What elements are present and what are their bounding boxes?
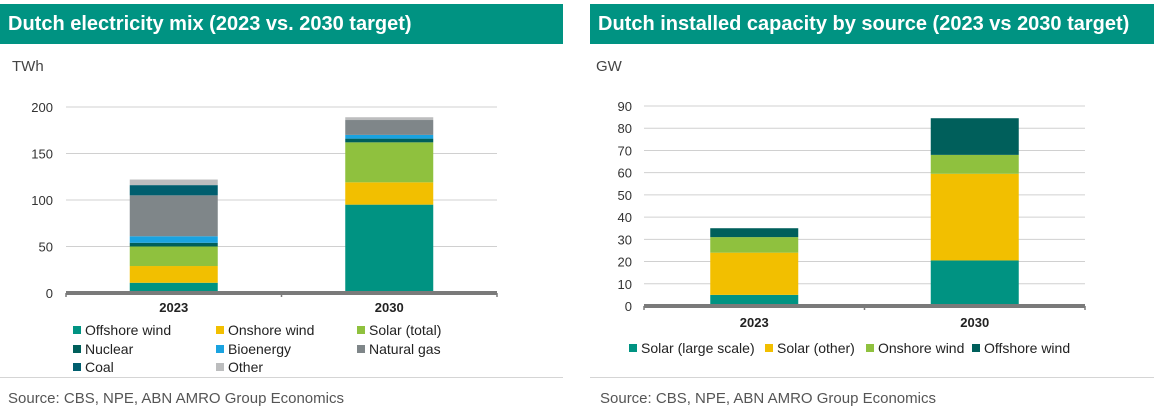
x-tick-label: 2023 xyxy=(740,315,769,330)
y-tick-label: 200 xyxy=(31,100,53,115)
bar-segment xyxy=(129,266,218,283)
bar-segment xyxy=(129,195,218,237)
legend-swatch xyxy=(357,326,365,334)
legend-label: Natural gas xyxy=(369,341,441,357)
y-tick-label: 40 xyxy=(618,210,632,225)
y-tick-label: 50 xyxy=(39,240,53,255)
bar-segment xyxy=(345,142,434,183)
legend-swatch xyxy=(73,363,81,371)
bar-segment xyxy=(345,117,434,121)
legend-label: Nuclear xyxy=(85,341,134,357)
bar-segment xyxy=(710,237,799,253)
bar-segment xyxy=(345,204,434,293)
bar-segment xyxy=(930,154,1019,174)
legend-item: Other xyxy=(216,359,263,375)
bar-segment xyxy=(710,228,799,238)
source-note: Source: CBS, NPE, ABN AMRO Group Economi… xyxy=(600,390,936,407)
legend-label: Other xyxy=(228,359,264,375)
legend-label: Solar (total) xyxy=(369,322,442,338)
bar-segment xyxy=(129,282,218,293)
legend-label: Solar (other) xyxy=(777,340,855,356)
y-axis-unit: TWh xyxy=(12,58,44,75)
y-tick-label: 90 xyxy=(618,99,632,114)
bar-segment xyxy=(129,242,218,247)
y-tick-label: 60 xyxy=(618,166,632,181)
electricity-mix-chart: 0 50 100 150 200 2023 2030 xyxy=(31,100,498,315)
legend-swatch xyxy=(972,344,980,352)
legend-swatch xyxy=(73,326,81,334)
bar-segment xyxy=(930,118,1019,155)
legend-swatch xyxy=(866,344,874,352)
legend-item: Nuclear xyxy=(73,341,133,357)
legend-swatch xyxy=(216,345,224,353)
legend-label: Offshore wind xyxy=(984,340,1071,356)
legend-item: Onshore wind xyxy=(866,340,964,356)
bar-segment xyxy=(129,179,218,186)
legend-item: Coal xyxy=(73,359,114,375)
legend-label: Offshore wind xyxy=(85,322,172,338)
bar-segment xyxy=(710,252,799,295)
y-tick-label: 0 xyxy=(46,286,53,301)
legend-label: Onshore wind xyxy=(878,340,965,356)
electricity-mix-panel: Dutch electricity mix (2023 vs. 2030 tar… xyxy=(0,0,566,411)
y-tick-label: 70 xyxy=(618,143,632,158)
divider xyxy=(590,377,1154,378)
legend-item: Bioenergy xyxy=(216,341,291,357)
y-tick-label: 80 xyxy=(618,121,632,136)
legend-label: Coal xyxy=(85,359,114,375)
legend-item: Offshore wind xyxy=(73,322,171,338)
legend-item: Solar (total) xyxy=(357,322,441,338)
y-tick-label: 10 xyxy=(618,277,632,292)
y-tick-label: 100 xyxy=(31,193,53,208)
x-tick-label: 2023 xyxy=(159,300,188,315)
legend-swatch xyxy=(629,344,637,352)
y-tick-label: 30 xyxy=(618,232,632,247)
legend-item: Solar (other) xyxy=(765,340,855,356)
bar-segment xyxy=(129,185,218,196)
legend-swatch xyxy=(73,345,81,353)
legend-swatch xyxy=(216,326,224,334)
y-axis-unit: GW xyxy=(596,58,622,75)
legend-item: Offshore wind xyxy=(972,340,1070,356)
y-tick-label: 50 xyxy=(618,188,632,203)
bar-segment xyxy=(129,246,218,267)
legend-swatch xyxy=(357,345,365,353)
chart-title: Dutch installed capacity by source (2023… xyxy=(590,4,1154,44)
legend-swatch xyxy=(765,344,773,352)
divider xyxy=(0,377,563,378)
legend-item: Solar (large scale) xyxy=(629,340,755,356)
legend-label: Onshore wind xyxy=(228,322,315,338)
x-tick-label: 2030 xyxy=(375,300,404,315)
installed-capacity-panel: Dutch installed capacity by source (2023… xyxy=(590,0,1156,411)
y-tick-label: 0 xyxy=(625,299,632,314)
bar-segment xyxy=(345,182,434,205)
x-tick-label: 2030 xyxy=(960,315,989,330)
bar-segment xyxy=(930,260,1019,306)
legend-label: Solar (large scale) xyxy=(641,340,755,356)
legend-item: Onshore wind xyxy=(216,322,314,338)
bar-segment xyxy=(345,138,434,143)
bar-segment xyxy=(930,173,1019,261)
bar-segment xyxy=(345,120,434,135)
bar-segment xyxy=(710,294,799,306)
y-tick-label: 150 xyxy=(31,147,53,162)
bar-segment xyxy=(129,236,218,243)
bar-segment xyxy=(345,134,434,139)
chart-title: Dutch electricity mix (2023 vs. 2030 tar… xyxy=(0,4,563,44)
legend-item: Natural gas xyxy=(357,341,441,357)
source-note: Source: CBS, NPE, ABN AMRO Group Economi… xyxy=(8,390,344,407)
y-tick-label: 20 xyxy=(618,255,632,270)
legend-label: Bioenergy xyxy=(228,341,292,357)
legend-swatch xyxy=(216,363,224,371)
